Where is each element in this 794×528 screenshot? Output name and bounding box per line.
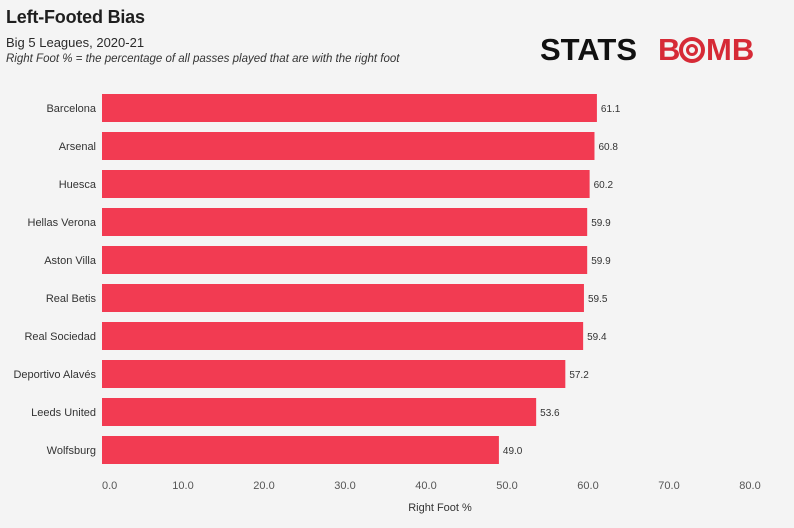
value-label: 60.2 (594, 180, 614, 191)
x-tick-label: 40.0 (415, 480, 436, 492)
category-label: Deportivo Alavés (13, 369, 96, 381)
value-label: 59.4 (587, 332, 607, 343)
category-label: Leeds United (31, 407, 96, 419)
value-label: 53.6 (540, 408, 560, 419)
x-tick-label: 60.0 (577, 480, 598, 492)
category-label: Arsenal (59, 141, 96, 153)
x-tick-label: 30.0 (334, 480, 355, 492)
category-label: Barcelona (46, 103, 96, 115)
bar (102, 246, 588, 274)
chart-note: Right Foot % = the percentage of all pas… (6, 53, 400, 65)
value-label: 57.2 (569, 370, 589, 381)
bar (102, 322, 584, 350)
bar (102, 170, 590, 198)
logo-text-right-prefix: B (658, 32, 680, 67)
category-label: Huesca (59, 179, 97, 191)
chart-title: Left-Footed Bias (6, 7, 145, 27)
value-label: 60.8 (598, 142, 618, 153)
x-tick-label: 50.0 (496, 480, 517, 492)
x-tick-label: 20.0 (253, 480, 274, 492)
bar (102, 94, 597, 122)
value-label: 59.9 (591, 218, 611, 229)
value-label: 49.0 (503, 446, 523, 457)
category-label: Real Sociedad (24, 331, 96, 343)
category-label: Hellas Verona (28, 217, 97, 229)
value-label: 59.9 (591, 256, 611, 267)
category-label: Aston Villa (44, 255, 97, 267)
value-label: 59.5 (588, 294, 608, 305)
x-axis-title: Right Foot % (408, 502, 472, 514)
category-label: Wolfsburg (47, 445, 96, 457)
bar (102, 208, 588, 236)
bar (102, 132, 595, 160)
target-o-icon (679, 37, 705, 63)
bar (102, 284, 584, 312)
x-tick-label: 80.0 (739, 480, 760, 492)
category-label: Real Betis (46, 293, 97, 305)
x-tick-label: 70.0 (658, 480, 679, 492)
bars-layer: Barcelona 61.1 Arsenal 60.8 Huesca 60.2 Hellas… (13, 94, 621, 464)
chart-subtitle: Big 5 Leagues, 2020-21 (6, 35, 145, 50)
bar (102, 398, 537, 426)
bar (102, 436, 499, 464)
logo-text-right-suffix: MB (706, 32, 754, 67)
x-tick-label: 10.0 (172, 480, 193, 492)
statsbomb-logo: STATS B MB (540, 32, 754, 67)
x-tick-label: 0.0 (102, 480, 117, 492)
x-axis-ticks: 0.0 10.0 20.0 30.0 40.0 50.0 60.0 70.0 80.0 (102, 480, 761, 492)
bar (102, 360, 566, 388)
value-label: 61.1 (601, 104, 621, 115)
logo-text-left: STATS (540, 32, 637, 67)
